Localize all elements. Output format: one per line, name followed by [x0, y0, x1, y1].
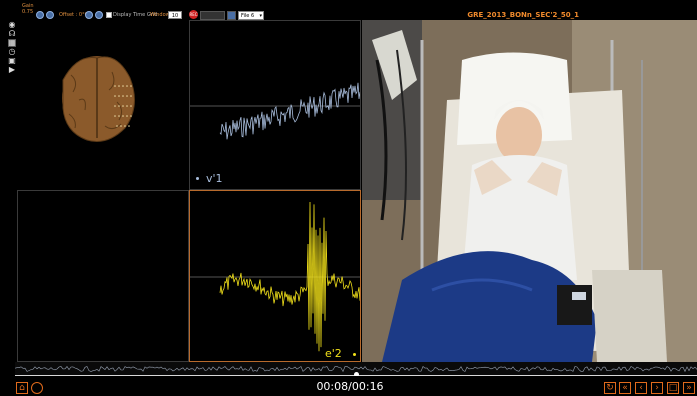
display-time-grid-label: Display Time Grid — [113, 12, 158, 18]
signal-trace — [219, 82, 360, 140]
chevron-down-icon: ▾ — [259, 13, 262, 19]
window-label: Window — [150, 12, 170, 18]
gain-label: Gain — [22, 3, 34, 9]
playback-control-bar — [0, 376, 697, 396]
top-toolbar: Gain 0.75 Offset : 0°C Display Time Grid… — [0, 0, 697, 20]
waveform-panel-v1[interactable]: v'1 — [189, 20, 361, 190]
waveform-plot-v1 — [190, 82, 360, 140]
rewind-icon[interactable]: « — [619, 382, 631, 394]
timeline-scrubber-handle[interactable] — [353, 372, 359, 377]
patient-video-image — [362, 20, 697, 362]
empty-panel[interactable] — [17, 190, 189, 362]
signal-trace — [219, 201, 360, 352]
waveform-panel-e2[interactable]: e'2 — [189, 190, 361, 362]
step-back-icon[interactable]: ‹ — [635, 382, 647, 394]
waveform-plot-e2 — [190, 201, 360, 352]
channel-label-v1: v'1 — [206, 172, 223, 185]
gain-value: 0.75 — [22, 9, 34, 15]
offset-label: Offset : 0°C — [59, 12, 89, 18]
stop-icon[interactable]: □ — [667, 382, 679, 394]
overview-timeline[interactable] — [14, 362, 697, 377]
channel-color-marker — [196, 177, 199, 180]
camera-icon[interactable]: ▣ — [8, 56, 16, 65]
video-title: GRE_2013_BONn_SEC'2_50_1 — [467, 11, 579, 19]
brain-icon[interactable]: ◉ — [8, 20, 16, 29]
time-display: 00:08/00:16 — [300, 380, 400, 393]
window-input[interactable]: 10 — [168, 11, 182, 19]
total-time: 00:16 — [351, 380, 384, 393]
fast-forward-icon[interactable]: » — [683, 382, 695, 394]
current-time: 00:08 — [316, 380, 349, 393]
display-time-grid-checkbox[interactable] — [106, 12, 112, 18]
headset-icon[interactable]: ☊ — [8, 29, 16, 38]
video-frame[interactable] — [362, 20, 697, 362]
play-icon[interactable]: ▶ — [8, 65, 16, 74]
record-button[interactable]: REC — [189, 10, 198, 19]
time-separator: / — [348, 380, 352, 393]
file-select-value: File 6 — [241, 13, 255, 19]
channel-label-e2: e'2 — [325, 347, 342, 360]
brain-view-panel[interactable] — [17, 20, 189, 190]
grid-icon[interactable]: ▦ — [8, 38, 16, 47]
file-select[interactable]: File 6 ▾ — [238, 11, 264, 20]
home-icon[interactable]: ⌂ — [16, 382, 28, 394]
refresh-icon[interactable]: ↻ — [604, 382, 616, 394]
offset-increase-button[interactable] — [95, 11, 103, 19]
channel-color-marker — [353, 353, 356, 356]
gain-decrease-button[interactable] — [36, 11, 44, 19]
clock-icon[interactable]: ◷ — [8, 47, 16, 56]
snapshot-button[interactable] — [227, 11, 236, 20]
offset-decrease-button[interactable] — [85, 11, 93, 19]
brain-model — [62, 56, 135, 142]
record-time-field — [200, 11, 225, 20]
step-forward-icon[interactable]: › — [651, 382, 663, 394]
gain-increase-button[interactable] — [46, 11, 54, 19]
circle-icon[interactable] — [31, 382, 43, 394]
